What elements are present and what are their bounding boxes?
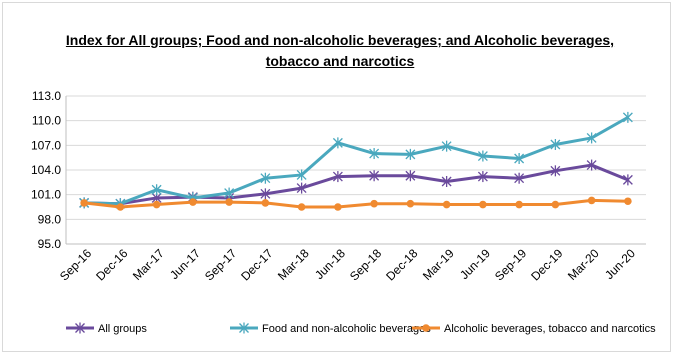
x-tick-label: Mar-19: [420, 246, 457, 283]
data-point: [477, 150, 488, 162]
data-point: [624, 197, 632, 206]
legend: All groups Food and non-alcoholic beverag…: [66, 322, 656, 335]
data-point: [515, 200, 523, 209]
x-tick-label: Jun-19: [457, 246, 493, 282]
data-point: [514, 172, 525, 184]
x-tick-label: Sep-18: [347, 246, 384, 283]
series-line: [83, 198, 628, 209]
series-line: [84, 163, 629, 206]
legend-marker: [75, 322, 85, 334]
series-0: [79, 159, 633, 210]
x-tick-label: Jun-20: [602, 246, 638, 282]
data-point: [479, 200, 487, 209]
data-point: [334, 203, 342, 211]
data-point: [514, 152, 525, 164]
x-tick-label: Mar-17: [130, 246, 167, 283]
legend-marker: [422, 324, 430, 332]
data-point: [151, 184, 162, 196]
x-tick-label: Sep-17: [202, 246, 239, 283]
legend-label: Food and non-alcoholic beverages: [262, 323, 431, 335]
series-line: [84, 116, 629, 206]
y-tick-label: 113.0: [32, 89, 61, 103]
data-point: [224, 187, 235, 199]
data-point: [369, 148, 380, 160]
y-axis: 95.0 98.0 101.0 104.0 107.0 110.0 113.0: [31, 89, 67, 251]
data-point: [80, 199, 88, 207]
data-point: [587, 196, 596, 205]
x-tick-label: Sep-16: [57, 246, 94, 283]
x-tick-label: Mar-18: [275, 246, 312, 283]
data-point: [550, 165, 561, 177]
data-point: [332, 171, 343, 183]
data-point: [586, 132, 597, 144]
x-tick-label: Jun-18: [312, 246, 348, 282]
data-point: [296, 182, 307, 194]
x-tick-label: Mar-20: [565, 246, 602, 283]
data-point: [405, 170, 416, 182]
y-tick-label: 95.0: [38, 237, 62, 251]
data-point: [116, 203, 125, 211]
series-group: [79, 111, 633, 211]
y-tick-label: 98.0: [38, 212, 62, 226]
chart-title: Index for All groups; Food and non-alcoh…: [65, 32, 615, 69]
data-point: [370, 199, 378, 208]
y-tick-label: 110.0: [32, 114, 61, 128]
data-point: [550, 139, 561, 151]
legend-item: All groups: [66, 322, 147, 335]
data-point: [586, 159, 597, 171]
legend-item: Food and non-alcoholic beverages: [230, 322, 431, 335]
y-tick-label: 104.0: [31, 163, 61, 177]
data-point: [296, 169, 307, 181]
series-2: [80, 196, 632, 211]
data-point: [477, 171, 488, 183]
data-point: [369, 170, 380, 182]
data-point: [622, 174, 633, 186]
x-tick-label: Dec-16: [93, 246, 130, 283]
legend-label: Alcoholic beverages, tobacco and narcoti…: [444, 323, 656, 335]
x-tick-label: Sep-19: [492, 246, 529, 283]
y-tick-label: 107.0: [31, 138, 61, 152]
data-point: [332, 137, 343, 149]
data-point: [551, 200, 560, 209]
data-point: [297, 203, 306, 211]
data-point: [261, 199, 270, 207]
data-point: [406, 199, 415, 208]
data-point: [189, 198, 197, 206]
data-point: [260, 188, 271, 200]
data-point: [441, 176, 452, 188]
y-tick-label: 101.0: [31, 188, 61, 202]
data-point: [260, 172, 271, 184]
data-point: [405, 148, 416, 160]
x-tick-label: Jun-17: [167, 246, 203, 282]
data-point: [622, 111, 633, 123]
legend-marker: [239, 322, 249, 334]
x-tick-label: Dec-19: [528, 246, 565, 283]
x-tick-label: Dec-17: [238, 246, 275, 283]
data-point: [442, 200, 451, 209]
data-point: [152, 200, 161, 209]
data-point: [441, 140, 452, 152]
x-tick-label: Dec-18: [383, 246, 420, 283]
legend-label: All groups: [98, 323, 147, 335]
data-point: [225, 198, 233, 206]
legend-item: Alcoholic beverages, tobacco and narcoti…: [412, 323, 656, 335]
